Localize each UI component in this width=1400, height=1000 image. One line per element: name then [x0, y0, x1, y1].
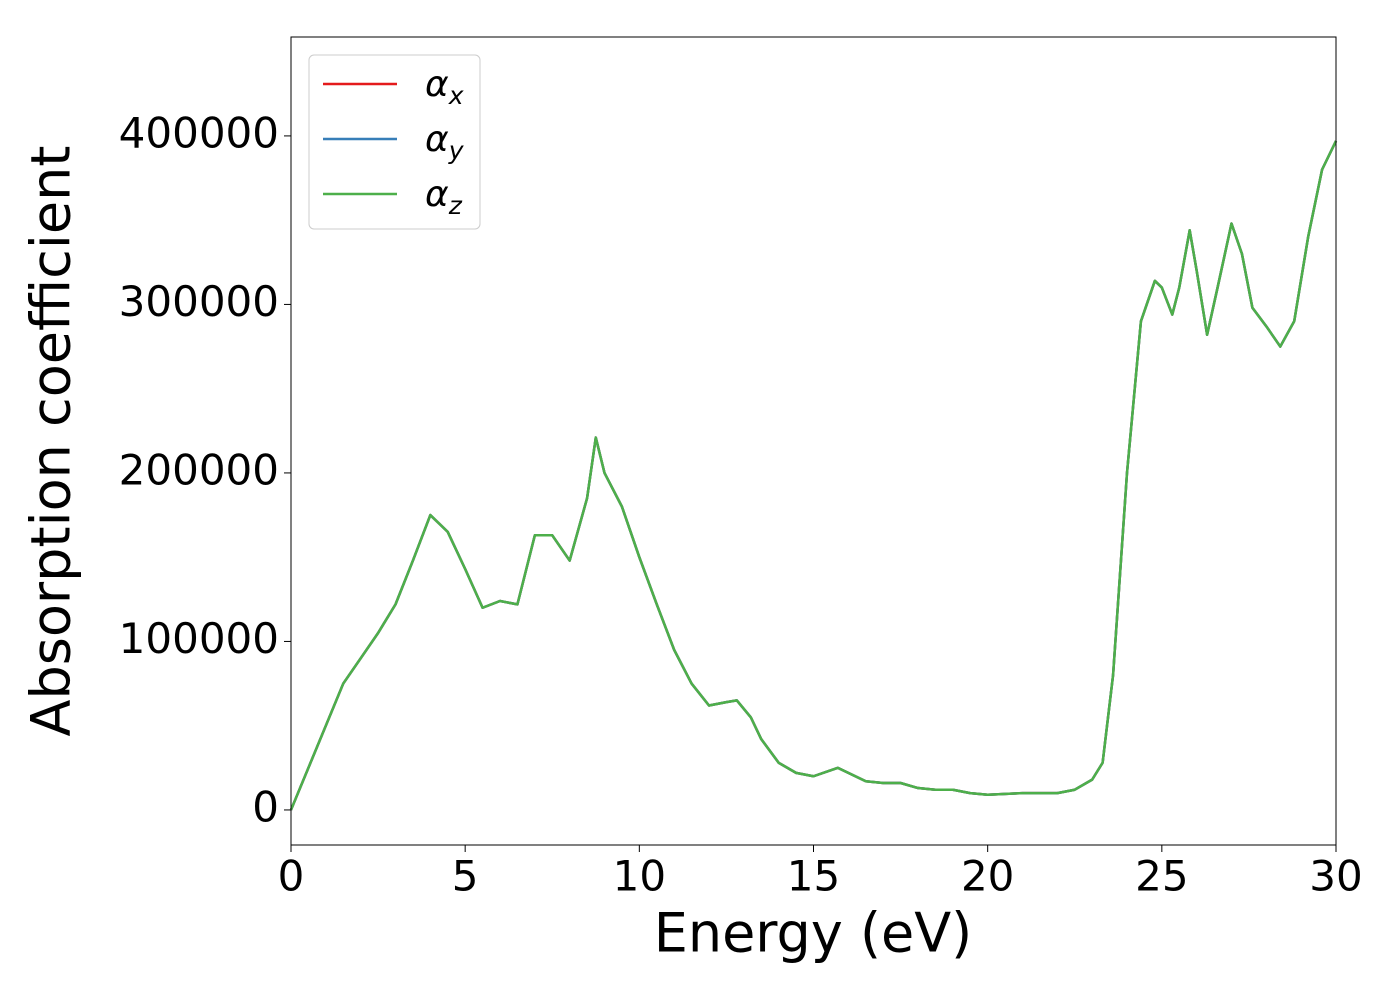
legend: αx αy αz — [308, 54, 481, 230]
y-tick-label: 200000 — [119, 445, 279, 494]
legend-box — [308, 54, 481, 230]
plot-frame — [290, 36, 1337, 846]
x-tick-label: 30 — [1309, 852, 1362, 901]
y-axis-label: Absorption coefficient — [20, 146, 83, 737]
y-tick-label: 100000 — [119, 614, 279, 663]
series-line — [289, 140, 1338, 811]
legend-label: αz — [425, 174, 463, 220]
legend-label: αy — [425, 119, 465, 165]
x-tick-label: 15 — [787, 852, 840, 901]
x-tick-label: 25 — [1135, 852, 1188, 901]
x-axis-label: Energy (eV) — [654, 902, 973, 965]
x-tick-label: 20 — [961, 852, 1014, 901]
x-tick-label: 0 — [278, 852, 305, 901]
y-tick-label: 400000 — [119, 108, 279, 157]
y-tick-label: 300000 — [119, 277, 279, 326]
legend-label: αx — [425, 64, 464, 110]
y-tick-label: 0 — [252, 782, 279, 831]
x-tick-label: 5 — [452, 852, 479, 901]
series-line — [289, 140, 1338, 811]
series-line — [289, 140, 1338, 811]
x-tick-label: 10 — [613, 852, 666, 901]
